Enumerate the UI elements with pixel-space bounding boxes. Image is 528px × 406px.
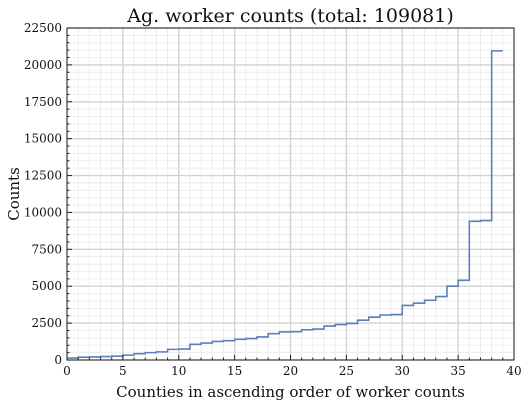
series-step-line xyxy=(67,50,503,359)
x-tick-label: 35 xyxy=(450,364,465,378)
y-axis-label: Counts xyxy=(5,167,23,221)
x-tick-label: 25 xyxy=(339,364,354,378)
grid-lines xyxy=(66,27,515,361)
x-tick-label: 30 xyxy=(395,364,410,378)
x-tick-label: 15 xyxy=(227,364,242,378)
y-tick-label: 10000 xyxy=(24,205,62,219)
y-tick-label: 5000 xyxy=(31,279,62,293)
x-tick-label: 20 xyxy=(283,364,298,378)
y-tick-label: 22500 xyxy=(24,21,62,35)
y-tick-label: 20000 xyxy=(24,58,62,72)
x-tick-label: 0 xyxy=(63,364,71,378)
y-tick-label: 12500 xyxy=(24,169,62,183)
axis-ticks: 0 5 10 15 20 25 30 35 40 0 2500 5000 7500 10000 12500 1… xyxy=(24,21,522,378)
y-tick-label: 15000 xyxy=(24,132,62,146)
x-tick-label: 40 xyxy=(506,364,521,378)
y-tick-label: 0 xyxy=(54,353,62,367)
x-tick-label: 10 xyxy=(171,364,186,378)
y-tick-label: 2500 xyxy=(31,316,62,330)
y-tick-label: 7500 xyxy=(31,242,62,256)
x-tick-label: 5 xyxy=(119,364,127,378)
chart-title: Ag. worker counts (total: 109081) xyxy=(126,5,454,27)
y-tick-label: 17500 xyxy=(24,95,62,109)
x-axis-label: Counties in ascending order of worker co… xyxy=(116,383,465,401)
series-layer xyxy=(67,50,503,359)
